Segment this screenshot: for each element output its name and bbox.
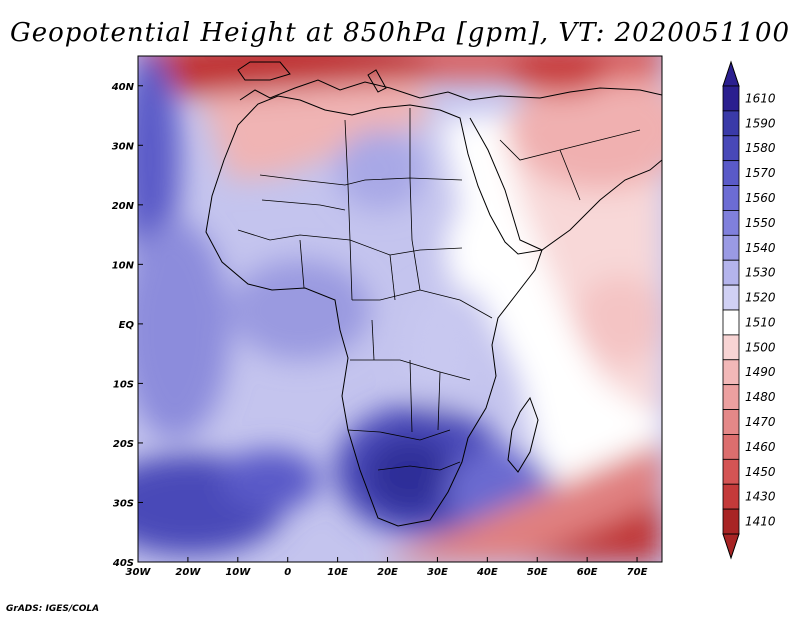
colorbar: 1610 1590 1580 1570 1560 1550 1540 1530 1520 1510…: [722, 60, 776, 560]
colorbar-swatch: [722, 259, 740, 286]
lon-label: 30W: [126, 567, 152, 578]
colorbar-label: 1520: [745, 291, 776, 305]
colorbar-label: 1490: [745, 365, 776, 379]
colorbar-label: 1510: [745, 315, 776, 329]
colorbar-swatch: [722, 185, 740, 211]
colorbar-swatch: [722, 508, 740, 535]
lat-label: EQ: [119, 320, 135, 331]
lat-label: 10N: [112, 260, 135, 271]
colorbar-label: 1450: [745, 465, 776, 479]
lon-label: 20E: [377, 567, 398, 578]
colorbar-label: 1460: [745, 440, 776, 454]
colorbar-swatch: [722, 359, 740, 386]
colorbar-swatch: [722, 334, 740, 361]
country-borders: [237, 108, 641, 471]
lon-label: 10E: [327, 567, 348, 578]
colorbar-label: 1480: [745, 390, 776, 404]
colorbar-swatch: [722, 384, 740, 410]
colorbar-label: 1570: [745, 166, 776, 180]
colorbar-swatch: [722, 234, 740, 261]
colorbar-swatch: [722, 309, 740, 336]
colorbar-swatch: [722, 210, 740, 236]
colorbar-swatch: [722, 135, 740, 162]
colorbar-swatch: [722, 284, 740, 311]
colorbar-label: 1430: [745, 490, 776, 504]
lat-label: 30N: [112, 141, 135, 152]
colorbar-label: 1470: [745, 415, 776, 429]
colorbar-swatch: [722, 434, 740, 460]
colorbar-swatch: [722, 483, 740, 510]
colorbar-swatch: [722, 110, 740, 137]
lon-label: 50E: [527, 567, 548, 578]
lon-label: 40E: [476, 567, 498, 578]
height-field: [138, 56, 662, 562]
lat-label: 30S: [113, 498, 134, 509]
lon-label: 60E: [577, 567, 598, 578]
lon-label: 10W: [225, 567, 251, 578]
map-title: Geopotential Height at 850hPa [gpm], VT:…: [9, 18, 791, 48]
colorbar-bottom-arrow: [722, 533, 740, 560]
colorbar-label: 1590: [745, 116, 776, 130]
lon-label: 30E: [427, 567, 448, 578]
colorbar-label: 1540: [745, 241, 776, 255]
colorbar-label: 1410: [745, 515, 776, 529]
grads-credit: GrADS: IGES/COLA: [6, 604, 100, 614]
colorbar-swatch: [722, 409, 740, 435]
lon-label: 20W: [175, 567, 201, 578]
lat-label: 10S: [113, 379, 134, 390]
colorbar-swatch: [722, 160, 740, 186]
lat-label: 20S: [113, 439, 134, 450]
colorbar-label: 1610: [745, 91, 776, 105]
lat-label: 20N: [112, 201, 135, 212]
colorbar-label: 1500: [745, 340, 776, 354]
colorbar-label: 1530: [745, 266, 776, 280]
coastlines: [205, 61, 662, 527]
lat-label: 40S: [112, 558, 134, 569]
colorbar-label: 1580: [745, 141, 776, 155]
plot-frame: [137, 55, 663, 563]
lat-label: 40N: [111, 82, 135, 93]
colorbar-label: 1560: [745, 191, 776, 205]
lon-label: 70E: [627, 567, 648, 578]
colorbar-top-arrow: [722, 60, 740, 87]
colorbar-label: 1550: [745, 216, 776, 230]
axis-labels: 30W 20W 10W 0 10E 20E 30E 40E 50E 60E 70E 40N 30N 20N…: [111, 82, 648, 578]
colorbar-swatch: [722, 458, 740, 485]
colorbar-swatch: [722, 85, 740, 112]
lon-label: 0: [284, 567, 291, 578]
